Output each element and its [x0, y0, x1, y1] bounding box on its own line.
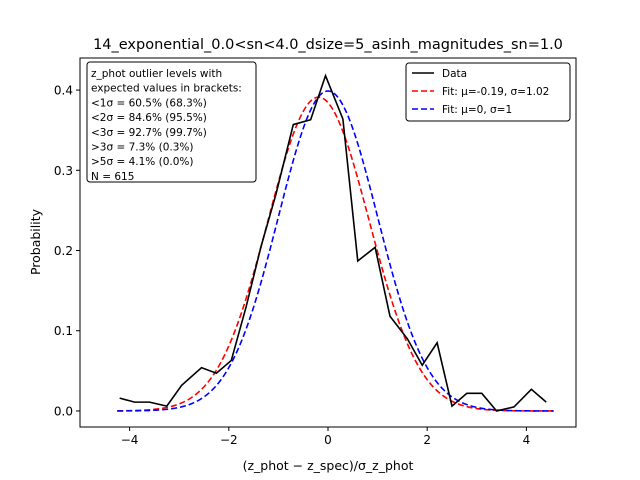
x-tick-label: −4 [121, 433, 139, 447]
x-tick-label: 0 [324, 433, 332, 447]
annotation-line: >5σ = 4.1% (0.0%) [91, 156, 194, 168]
x-axis-label: (z_phot − z_spec)/σ_z_phot [243, 458, 414, 473]
y-tick-label: 0.4 [54, 84, 73, 98]
annotation-line: <3σ = 92.7% (99.7%) [91, 127, 207, 139]
annotation-line: N = 615 [91, 171, 134, 183]
legend: Data Fit: μ=-0.19, σ=1.02 Fit: μ=0, σ=1 [405, 62, 571, 122]
legend-label: Data [442, 68, 467, 80]
legend-box [405, 62, 571, 122]
chart-title: 14_exponential_0.0<sn<4.0_dsize=5_asinh_… [93, 37, 563, 53]
annotation-line: expected values in brackets: [91, 83, 242, 95]
legend-label: Fit: μ=-0.19, σ=1.02 [442, 86, 549, 98]
data-line [119, 73, 547, 412]
x-tick-label: 2 [423, 433, 431, 447]
plot-area [117, 73, 554, 412]
y-tick-label: 0.0 [54, 404, 73, 418]
axes: −4 −2 0 2 4 0.0 0.1 0.2 0.3 0.4 [54, 84, 530, 447]
annotation-line: >3σ = 7.3% (0.3%) [91, 142, 194, 154]
legend-label: Fit: μ=0, σ=1 [442, 104, 512, 116]
fit-curve-1 [117, 96, 554, 412]
y-tick-label: 0.1 [54, 324, 73, 338]
x-tick-label: −2 [220, 433, 238, 447]
y-tick-label: 0.2 [54, 244, 73, 258]
annotation-line: <2σ = 84.6% (95.5%) [91, 112, 207, 124]
y-tick-label: 0.3 [54, 164, 73, 178]
y-axis-label: Probability [28, 208, 43, 275]
annotation-box [86, 61, 257, 183]
annotation-line: z_phot outlier levels with [91, 68, 222, 80]
fit-curve-2 [117, 90, 554, 412]
annotation-line: <1σ = 60.5% (68.3%) [91, 97, 207, 109]
x-tick-label: 4 [523, 433, 531, 447]
stats-annotation: z_phot outlier levels with expected valu… [86, 61, 257, 183]
